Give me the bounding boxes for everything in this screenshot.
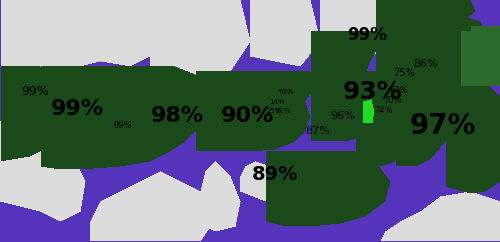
Text: 75%: 75% <box>393 68 415 78</box>
Text: 25%: 25% <box>266 108 281 114</box>
Text: 99%: 99% <box>51 99 104 119</box>
Text: 99%: 99% <box>348 26 388 44</box>
Text: 87%: 87% <box>305 126 330 136</box>
Text: 98%: 98% <box>151 106 204 126</box>
Text: 99%: 99% <box>21 85 49 98</box>
Text: 70%: 70% <box>383 96 402 105</box>
Text: 74%: 74% <box>374 106 394 115</box>
Text: 86%: 86% <box>414 59 438 69</box>
Text: 93%: 93% <box>278 89 294 95</box>
Text: 96%: 96% <box>330 111 355 121</box>
Text: 90%: 90% <box>221 106 274 126</box>
Text: 61%: 61% <box>276 108 291 114</box>
Text: 99%: 99% <box>113 121 132 130</box>
Text: 89%: 89% <box>252 165 298 184</box>
Text: 63%: 63% <box>389 86 408 95</box>
Text: 93%: 93% <box>342 80 402 104</box>
Text: 14%: 14% <box>269 99 284 105</box>
Text: 97%: 97% <box>410 112 476 140</box>
